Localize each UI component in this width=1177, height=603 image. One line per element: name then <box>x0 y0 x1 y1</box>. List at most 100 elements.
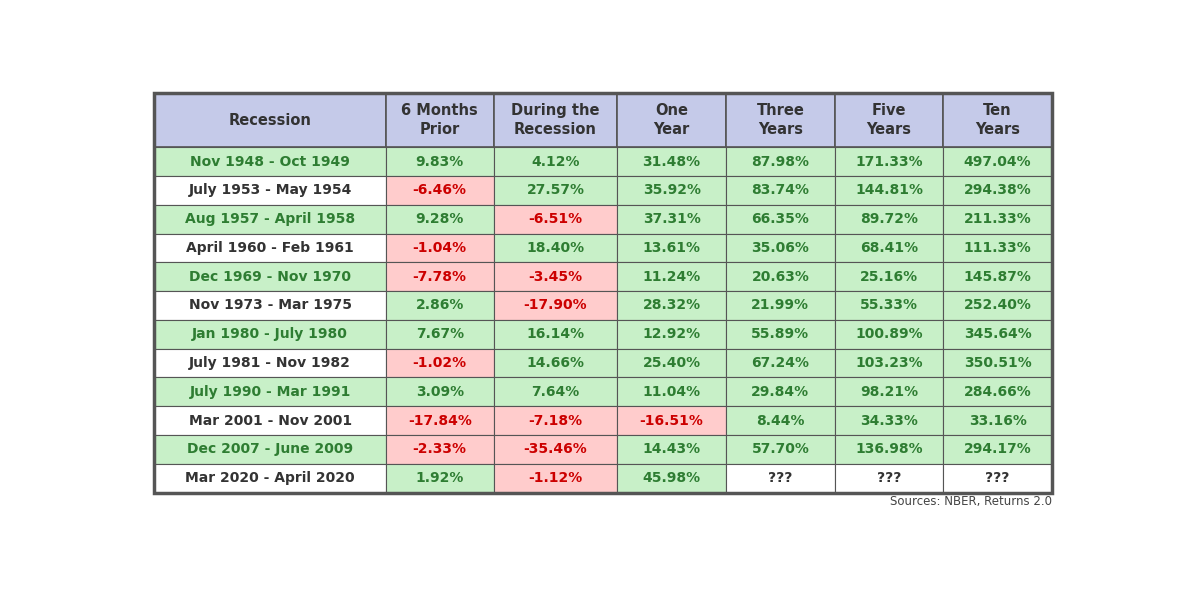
Bar <box>154 435 386 464</box>
Bar <box>154 464 386 493</box>
Bar <box>386 176 493 205</box>
Bar <box>493 205 617 233</box>
Bar <box>834 435 943 464</box>
Text: 145.87%: 145.87% <box>964 270 1031 283</box>
Bar <box>726 147 834 176</box>
Text: 9.83%: 9.83% <box>415 154 464 169</box>
Bar <box>386 93 493 147</box>
Bar <box>943 349 1052 377</box>
Bar <box>943 147 1052 176</box>
Text: 497.04%: 497.04% <box>964 154 1031 169</box>
Bar <box>386 262 493 291</box>
Text: 7.64%: 7.64% <box>531 385 579 399</box>
Text: 57.70%: 57.70% <box>751 443 810 456</box>
Bar <box>154 262 386 291</box>
Bar <box>834 464 943 493</box>
Text: 83.74%: 83.74% <box>751 183 810 197</box>
Bar <box>943 320 1052 349</box>
Bar <box>943 233 1052 262</box>
Text: Five
Years: Five Years <box>866 103 911 137</box>
Text: July 1953 - May 1954: July 1953 - May 1954 <box>188 183 352 197</box>
Text: -6.46%: -6.46% <box>413 183 467 197</box>
Bar <box>834 233 943 262</box>
Text: 37.31%: 37.31% <box>643 212 700 226</box>
Text: 35.92%: 35.92% <box>643 183 700 197</box>
Text: 12.92%: 12.92% <box>643 327 700 341</box>
Text: 25.16%: 25.16% <box>860 270 918 283</box>
Bar <box>493 406 617 435</box>
Bar <box>726 406 834 435</box>
Bar <box>386 406 493 435</box>
Text: 55.89%: 55.89% <box>751 327 810 341</box>
Bar <box>834 291 943 320</box>
Bar <box>726 320 834 349</box>
Bar <box>386 291 493 320</box>
Text: Nov 1973 - Mar 1975: Nov 1973 - Mar 1975 <box>188 298 352 312</box>
Bar <box>617 93 726 147</box>
Text: -7.78%: -7.78% <box>413 270 467 283</box>
Text: Nov 1948 - Oct 1949: Nov 1948 - Oct 1949 <box>191 154 350 169</box>
Bar <box>834 320 943 349</box>
Bar <box>154 176 386 205</box>
Text: ???: ??? <box>985 471 1010 485</box>
Text: 8.44%: 8.44% <box>756 414 805 428</box>
Text: 6 Months
Prior: 6 Months Prior <box>401 103 478 137</box>
Bar <box>617 349 726 377</box>
Bar <box>943 93 1052 147</box>
Text: 136.98%: 136.98% <box>856 443 923 456</box>
Bar <box>386 349 493 377</box>
Bar <box>154 291 386 320</box>
Bar <box>154 93 1052 493</box>
Text: Jan 1980 - July 1980: Jan 1980 - July 1980 <box>192 327 348 341</box>
Text: 27.57%: 27.57% <box>526 183 585 197</box>
Text: ???: ??? <box>769 471 792 485</box>
Text: 252.40%: 252.40% <box>964 298 1031 312</box>
Bar <box>154 147 386 176</box>
Text: 1.92%: 1.92% <box>415 471 464 485</box>
Bar <box>943 435 1052 464</box>
Text: Mar 2020 - April 2020: Mar 2020 - April 2020 <box>185 471 355 485</box>
Bar <box>834 176 943 205</box>
Text: Aug 1957 - April 1958: Aug 1957 - April 1958 <box>185 212 355 226</box>
Bar <box>726 233 834 262</box>
Bar <box>726 205 834 233</box>
Text: 171.33%: 171.33% <box>856 154 923 169</box>
Bar <box>493 176 617 205</box>
Bar <box>154 349 386 377</box>
Bar <box>617 176 726 205</box>
Bar <box>726 291 834 320</box>
Text: 4.12%: 4.12% <box>531 154 579 169</box>
Text: 25.40%: 25.40% <box>643 356 700 370</box>
Bar <box>617 406 726 435</box>
Text: ???: ??? <box>877 471 902 485</box>
Text: 345.64%: 345.64% <box>964 327 1031 341</box>
Bar <box>386 377 493 406</box>
Bar <box>617 464 726 493</box>
Bar <box>154 377 386 406</box>
Bar <box>726 377 834 406</box>
Text: 98.21%: 98.21% <box>860 385 918 399</box>
Bar <box>726 262 834 291</box>
Text: -16.51%: -16.51% <box>640 414 704 428</box>
Bar <box>493 262 617 291</box>
Text: -1.02%: -1.02% <box>413 356 467 370</box>
Bar <box>617 205 726 233</box>
Bar <box>493 377 617 406</box>
Bar <box>726 349 834 377</box>
Bar <box>154 320 386 349</box>
Text: 7.67%: 7.67% <box>415 327 464 341</box>
Text: 20.63%: 20.63% <box>751 270 810 283</box>
Text: 2.86%: 2.86% <box>415 298 464 312</box>
Bar <box>834 406 943 435</box>
Text: Ten
Years: Ten Years <box>976 103 1020 137</box>
Text: -17.90%: -17.90% <box>524 298 587 312</box>
Bar <box>386 464 493 493</box>
Bar <box>386 233 493 262</box>
Bar <box>834 147 943 176</box>
Text: One
Year: One Year <box>653 103 690 137</box>
Text: 14.66%: 14.66% <box>526 356 585 370</box>
Bar <box>943 377 1052 406</box>
Text: 16.14%: 16.14% <box>526 327 585 341</box>
Text: Mar 2001 - Nov 2001: Mar 2001 - Nov 2001 <box>188 414 352 428</box>
Text: 11.04%: 11.04% <box>643 385 700 399</box>
